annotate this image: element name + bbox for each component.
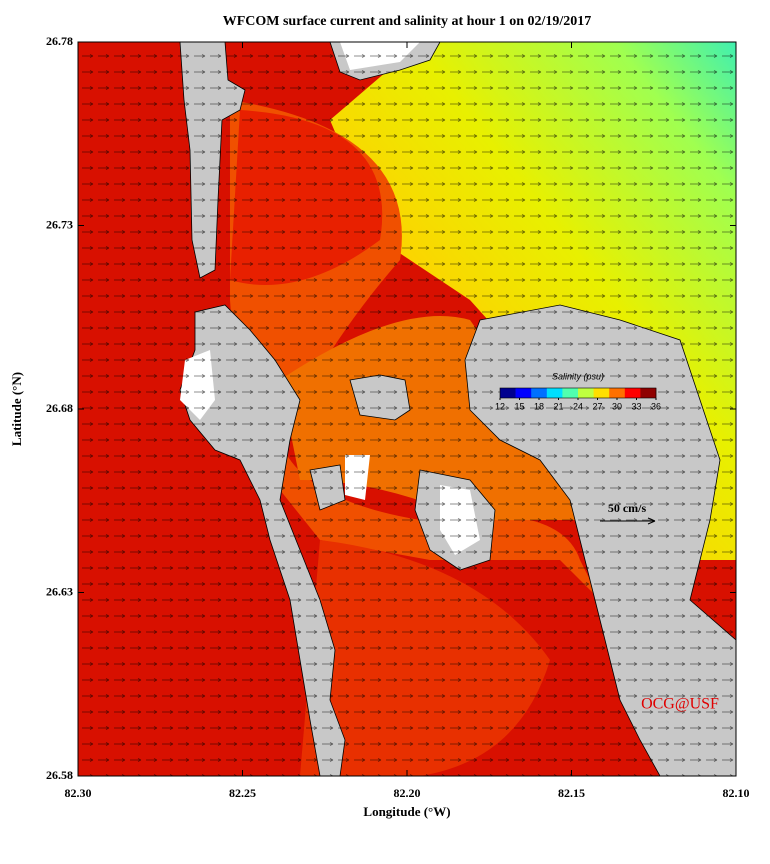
colorbar-tick-label: 15 — [514, 401, 524, 411]
colorbar-swatch — [546, 388, 563, 398]
colorbar-swatch — [531, 388, 548, 398]
colorbar-swatch — [593, 388, 610, 398]
chart-title: WFCOM surface current and salinity at ho… — [223, 14, 592, 29]
colorbar-tick-label: 18 — [534, 401, 544, 411]
colorbar-swatch — [624, 388, 641, 398]
colorbar-title: Salinity (psu) — [552, 371, 604, 381]
x-tick-label: 82.25 — [229, 786, 256, 800]
colorbar-swatch — [562, 388, 579, 398]
credit: OCG@USF — [641, 696, 719, 713]
colorbar-tick-label: 33 — [631, 401, 641, 411]
colorbar-swatch — [578, 388, 594, 398]
colorbar: Salinity (psu) 12 15 18 21 24 27 30 33 36 — [495, 371, 661, 411]
y-tick-label: 26.63 — [46, 584, 73, 598]
y-tick-label: 26.73 — [46, 217, 73, 231]
colorbar-tick-label: 24 — [573, 401, 583, 411]
y-axis-label: Latitude (°N) — [9, 372, 24, 446]
colorbar-tick-label: 27 — [592, 401, 602, 411]
current-vectors — [78, 42, 736, 776]
y-tick-label: 26.58 — [46, 768, 73, 782]
colorbar-swatch — [515, 388, 532, 398]
colorbar-tick-label: 36 — [651, 401, 661, 411]
colorbar-tick-label: 30 — [612, 401, 622, 411]
y-tick-label: 26.68 — [46, 401, 73, 415]
scale-label: 50 cm/s — [608, 501, 647, 515]
colorbar-swatch — [640, 388, 657, 398]
salinity-field — [78, 42, 736, 776]
x-tick-label: 82.20 — [394, 786, 421, 800]
y-tick-label: 26.78 — [46, 34, 73, 48]
colorbar-tick-label: 21 — [553, 401, 563, 411]
colorbar-swatch — [609, 388, 626, 398]
x-axis-label: Longitude (°W) — [363, 804, 450, 819]
colorbar-tick-label: 12 — [495, 401, 505, 411]
x-tick-label: 82.10 — [723, 786, 750, 800]
scale-arrow: 50 cm/s — [600, 501, 656, 525]
colorbar-swatch — [500, 388, 516, 398]
x-tick-label: 82.30 — [65, 786, 92, 800]
x-tick-label: 82.15 — [558, 786, 585, 800]
